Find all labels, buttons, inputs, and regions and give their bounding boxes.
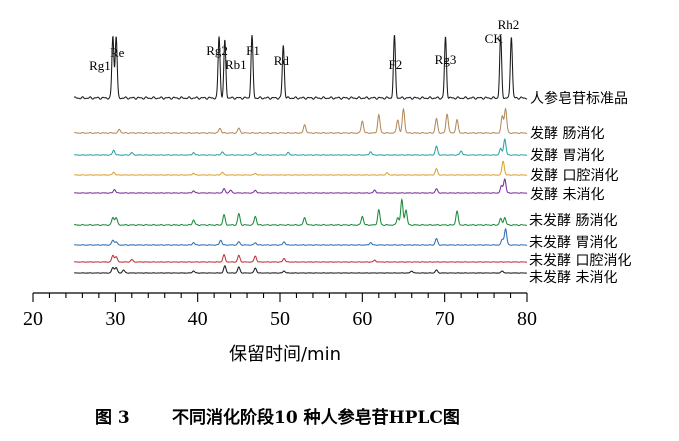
trace-label-1: 发酵 肠消化 [530,126,604,142]
trace-label-8: 未发酵 未消化 [529,270,617,286]
trace-label-7: 未发酵 口腔消化 [529,253,631,269]
x-tick-label-80: 80 [517,308,537,330]
trace-label-5: 未发酵 肠消化 [529,213,617,229]
trace-3 [74,160,528,176]
trace-8 [74,265,528,274]
x-tick-label-70: 70 [435,308,455,330]
x-tick-label-60: 60 [352,308,372,330]
trace-label-0: 人参皂苷标准品 [530,90,628,107]
trace-label-2: 发酵 胃消化 [530,148,604,164]
trace-6 [74,227,528,246]
peak-label-ck: CK [485,31,504,46]
peak-label-rh2: Rh2 [498,17,520,32]
x-tick-label-40: 40 [188,308,208,330]
x-tick-label-30: 30 [105,308,125,330]
peak-label-rg1: Rg1 [89,58,111,73]
peak-label-rb1: Rb1 [225,57,247,72]
figure-caption-number: 图 3 [95,408,130,428]
x-tick-label-50: 50 [270,308,290,330]
trace-label-3: 发酵 口腔消化 [530,168,618,184]
trace-5 [73,197,528,227]
trace-label-4: 发酵 未消化 [530,187,604,203]
peak-label-rg3: Rg3 [435,52,457,67]
trace-7 [74,253,528,263]
figure-caption-text: 不同消化阶段10 种人参皂苷HPLC图 [172,407,460,428]
chromatogram-traces [73,34,528,274]
trace-4 [74,178,528,194]
trace-0 [73,34,528,100]
trace-1 [73,107,528,135]
trace-label-6: 未发酵 胃消化 [529,235,617,251]
trace-2 [74,138,528,156]
peak-label-rd: Rd [274,53,290,68]
peak-label-rg2: Rg2 [206,43,228,58]
x-ticks: 20 30 40 50 60 70 80 [23,293,537,330]
x-axis-title: 保留时间/min [229,344,341,365]
x-tick-label-20: 20 [23,308,43,330]
